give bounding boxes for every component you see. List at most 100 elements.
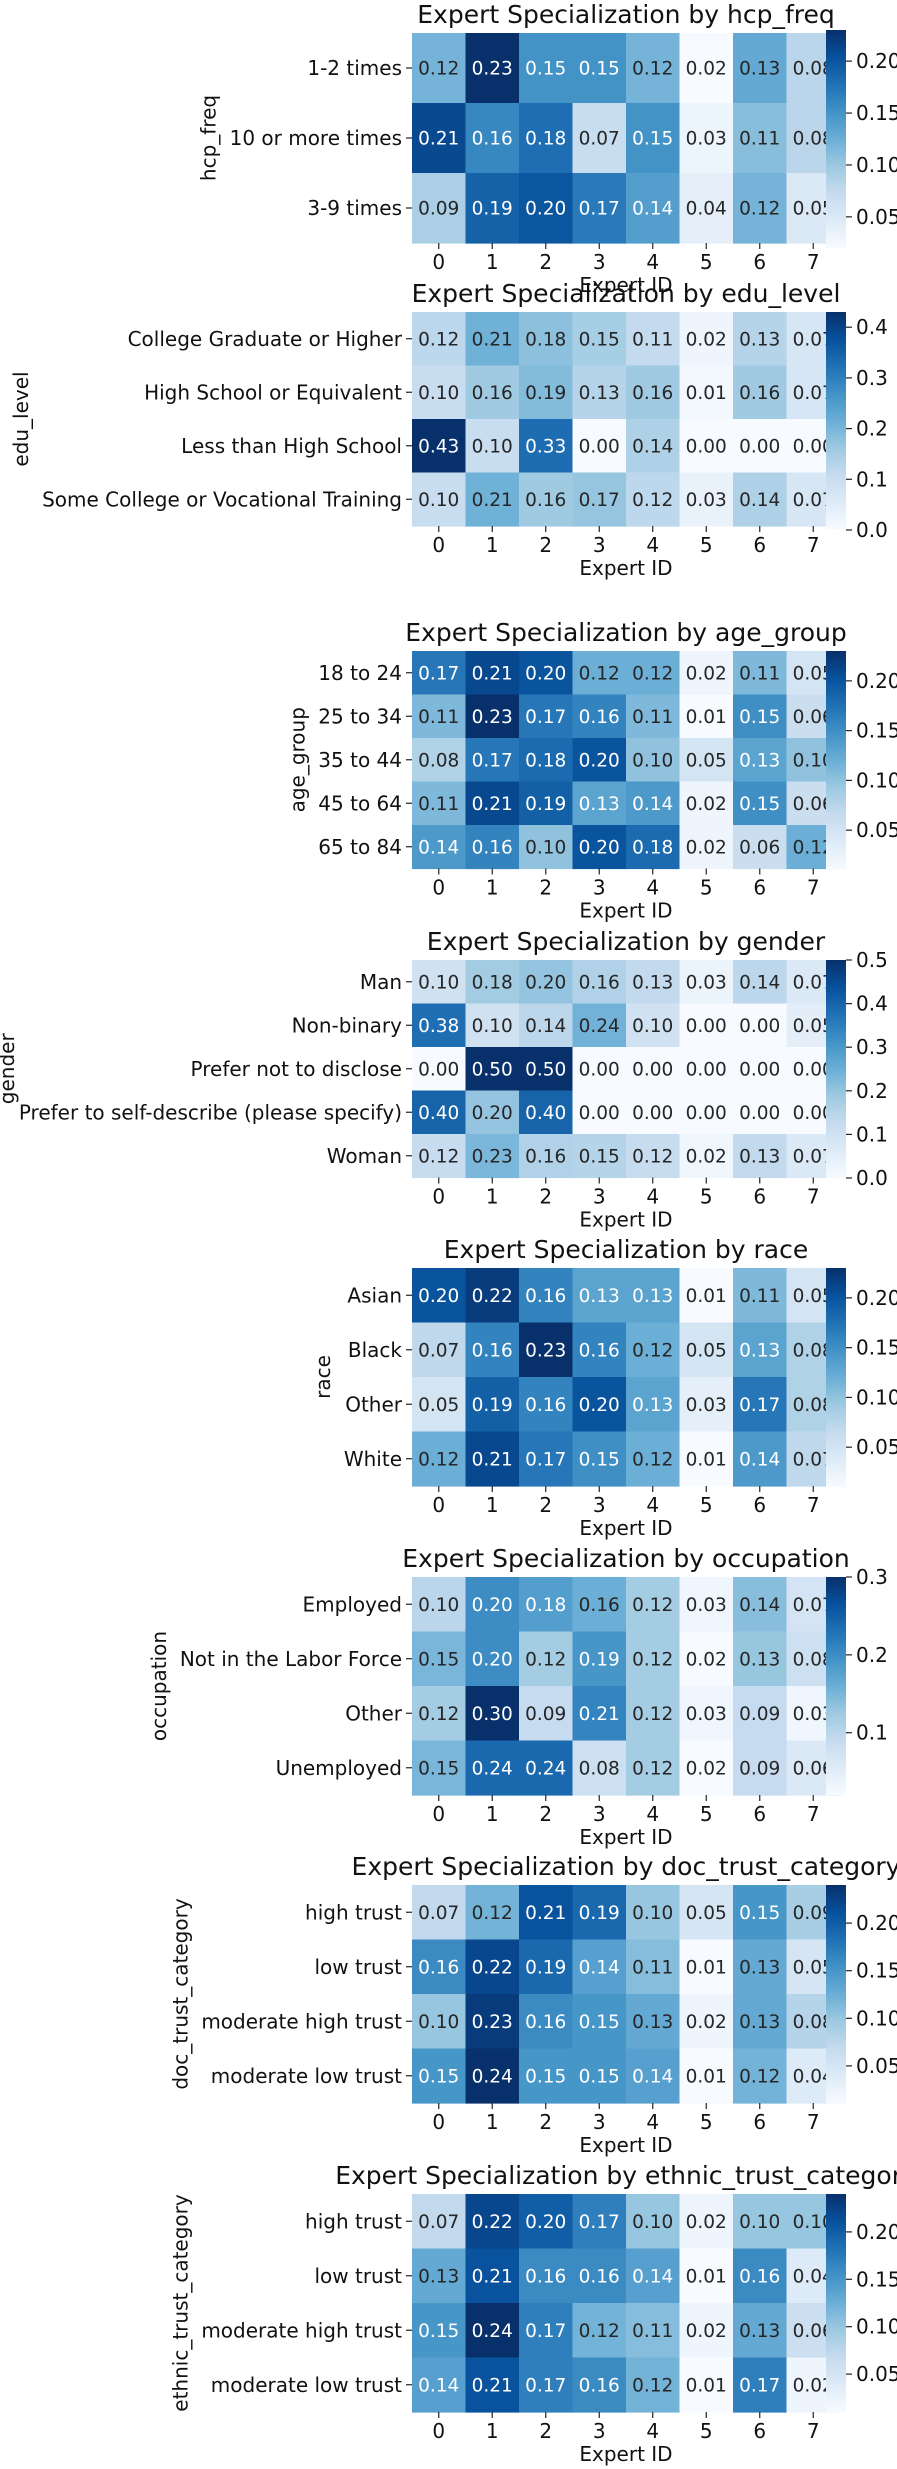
y-tick-label: 3-9 times [307,196,402,220]
heatmap-cell [733,2303,788,2359]
heatmap-cell [626,1939,681,1995]
colorbar-tick-label: 0.2 [856,1079,888,1103]
cell-value-label: 0.15 [579,1449,620,1470]
cell-value-label: 0.00 [793,436,834,457]
heatmap-cell [733,1268,788,1324]
colorbar-tick-label: 0.10 [856,153,897,177]
x-tick-label: 3 [593,2110,606,2134]
cell-value-label: 0.03 [793,1704,834,1725]
x-tick-label: 1 [486,1493,499,1517]
cell-value-label: 0.21 [579,1704,620,1725]
heatmap-cell [412,1090,467,1135]
colorbar-tick-label: 0.4 [856,992,888,1016]
x-tick-label: 0 [432,1185,445,1209]
cell-value-label: 0.00 [686,1059,727,1080]
heatmap-cell [626,2194,681,2250]
cell-value-label: 0.10 [418,383,459,404]
colorbar-tick-label: 0.3 [856,366,888,390]
heatmap-cell [465,1431,520,1487]
cell-value-label: 0.16 [579,707,620,728]
cell-value-label: 0.13 [579,1286,620,1307]
cell-value-label: 0.16 [579,2375,620,2396]
heatmap-cell [519,1047,574,1092]
heatmap-cell [679,651,734,696]
cell-value-label: 0.15 [418,1758,459,1779]
y-axis-label: race [311,1355,335,1399]
x-tick-label: 4 [646,1493,659,1517]
cell-value-label: 0.10 [632,2212,673,2233]
colorbar-tick-label: 0.05 [856,1435,897,1459]
heatmap-cell [412,33,467,104]
x-axis-label: Expert ID [579,899,672,923]
cell-value-label: 0.12 [418,1146,459,1167]
cell-value-label: 0.30 [472,1704,513,1725]
x-tick-label: 4 [646,2110,659,2134]
cell-value-label: 0.03 [686,129,727,150]
heatmap-cell [465,2357,520,2413]
cell-value-label: 0.15 [525,2066,566,2087]
cell-value-label: 0.20 [579,1395,620,1416]
heatmap-cell [519,312,574,367]
heatmap-cell [412,312,467,367]
cell-value-label: 0.13 [739,1146,780,1167]
heatmap-cell [679,472,734,527]
cell-value-label: 0.07 [793,972,834,993]
cell-value-label: 0.12 [418,1704,459,1725]
x-axis-label: Expert ID [579,1516,672,1540]
heatmap-cell [626,1577,681,1633]
cell-value-label: 0.10 [472,436,513,457]
cell-value-label: 0.01 [686,2266,727,2287]
heatmap-cell [465,1047,520,1092]
heatmap-cell [572,1431,627,1487]
cell-value-label: 0.14 [632,794,673,815]
heatmap-cell [679,173,734,244]
heatmap-cell [626,651,681,696]
cell-value-label: 0.18 [525,1595,566,1616]
colorbar [826,960,846,1178]
cell-value-label: 0.09 [418,199,459,220]
heatmap-cell [679,2303,734,2359]
cell-value-label: 0.00 [739,1059,780,1080]
heatmap-cell [412,2303,467,2359]
x-tick-label: 5 [700,250,713,274]
heatmap-cell [519,1686,574,1742]
colorbar [826,1268,846,1487]
x-axis-label: Expert ID [579,1825,672,1849]
x-tick-label: 1 [486,1185,499,1209]
cell-value-label: 0.13 [632,1395,673,1416]
heatmap-cell [679,2194,734,2250]
cell-value-label: 0.12 [739,2066,780,2087]
heatmap-cell [465,960,520,1005]
heatmap-cell [733,2194,788,2250]
heatmap-cell [412,419,467,474]
cell-value-label: 0.12 [739,199,780,220]
cell-value-label: 0.12 [632,1704,673,1725]
cell-value-label: 0.13 [418,2266,459,2287]
cell-value-label: 0.14 [632,2066,673,2087]
chart-title: Expert Specialization by doc_trust_categ… [352,1852,897,1881]
heatmap-cell [519,2048,574,2104]
heatmap-cell [626,365,681,420]
heatmap-cell [733,33,788,104]
x-tick-label: 0 [432,876,445,900]
cell-value-label: 0.21 [472,663,513,684]
heatmap-cell [465,33,520,104]
colorbar-tick-label: 0.1 [856,1721,888,1745]
heatmap-cell [465,825,520,870]
y-tick-label: Prefer not to disclose [191,1057,402,1081]
cell-value-label: 0.17 [579,2212,620,2233]
cell-value-label: 0.14 [418,837,459,858]
heatmap-cell [733,960,788,1005]
cell-value-label: 0.03 [686,972,727,993]
colorbar-tick-label: 0.05 [856,2362,897,2386]
cell-value-label: 0.16 [525,490,566,511]
cell-value-label: 0.15 [418,1649,459,1670]
cell-value-label: 0.23 [472,59,513,80]
heatmap-cell [519,781,574,826]
cell-value-label: 0.12 [632,1340,673,1361]
cell-value-label: 0.02 [686,837,727,858]
heatmap-cell [572,738,627,783]
cell-value-label: 0.08 [793,2012,834,2033]
cell-value-label: 0.12 [632,1595,673,1616]
